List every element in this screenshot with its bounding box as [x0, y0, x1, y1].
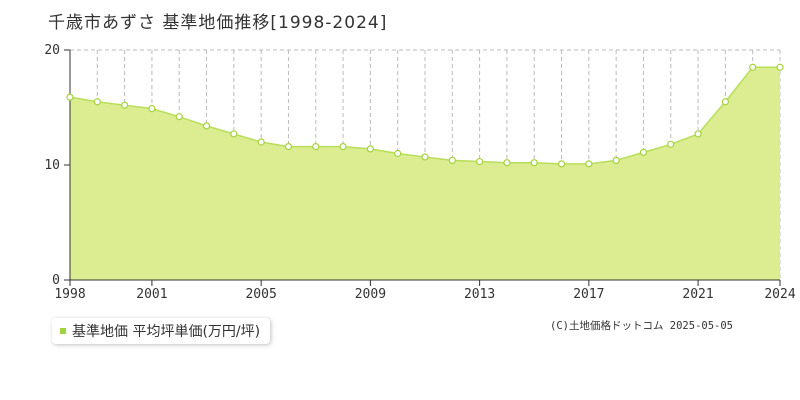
data-markers [66, 63, 784, 168]
x-tick-label: 2009 [355, 287, 386, 300]
credit-text: (C)土地価格ドットコム 2025-05-05 [550, 320, 734, 332]
data-point [721, 98, 729, 106]
data-point [284, 143, 293, 151]
data-point [312, 143, 320, 151]
data-point [694, 130, 702, 138]
data-point [230, 130, 238, 138]
x-tick-label: 2013 [464, 287, 495, 300]
data-point [93, 98, 101, 106]
data-point [503, 159, 511, 167]
data-point [776, 63, 784, 71]
x-tick-label: 2024 [764, 287, 795, 300]
page-title: 千歳市あずさ 基準地価推移[1998-2024] [48, 13, 388, 33]
legend: 基準地価 平均坪単価(万円/坪) [52, 318, 271, 344]
price-area [70, 67, 780, 280]
data-point [121, 101, 129, 109]
legend-swatch [60, 328, 66, 334]
data-point [421, 153, 429, 161]
data-point [448, 156, 456, 164]
data-point [476, 157, 484, 166]
data-point [639, 148, 648, 156]
data-point [557, 160, 566, 168]
data-point [749, 63, 757, 71]
data-point [530, 159, 538, 167]
x-tick-label: 1998 [54, 287, 85, 300]
data-point [148, 105, 156, 113]
x-tick-label: 2005 [245, 287, 276, 300]
x-tick-label: 2001 [136, 287, 167, 300]
data-point [339, 143, 347, 151]
y-tick-label: 10 [44, 158, 60, 173]
data-point [202, 122, 211, 130]
tick-labels: 0 10 20 1998 2001 2005 2009 2013 2017 2021 2024 [44, 43, 795, 300]
y-tick-label: 0 [52, 273, 60, 288]
y-tick-label: 20 [44, 43, 60, 58]
legend-label: 基準地価 平均坪単価(万円/坪) [72, 324, 261, 340]
data-point [394, 149, 402, 158]
chart-axes [64, 49, 781, 286]
data-point [612, 156, 620, 164]
data-point [667, 140, 675, 148]
data-point [175, 113, 183, 121]
x-tick-label: 2021 [682, 287, 713, 300]
data-point [585, 160, 593, 168]
data-point [66, 93, 74, 101]
data-point [366, 145, 374, 153]
x-tick-label: 2017 [573, 287, 604, 300]
land-price-chart: 0 10 20 1998 2001 2005 2009 2013 2017 2021 2024 [44, 43, 795, 300]
data-point [257, 138, 265, 146]
